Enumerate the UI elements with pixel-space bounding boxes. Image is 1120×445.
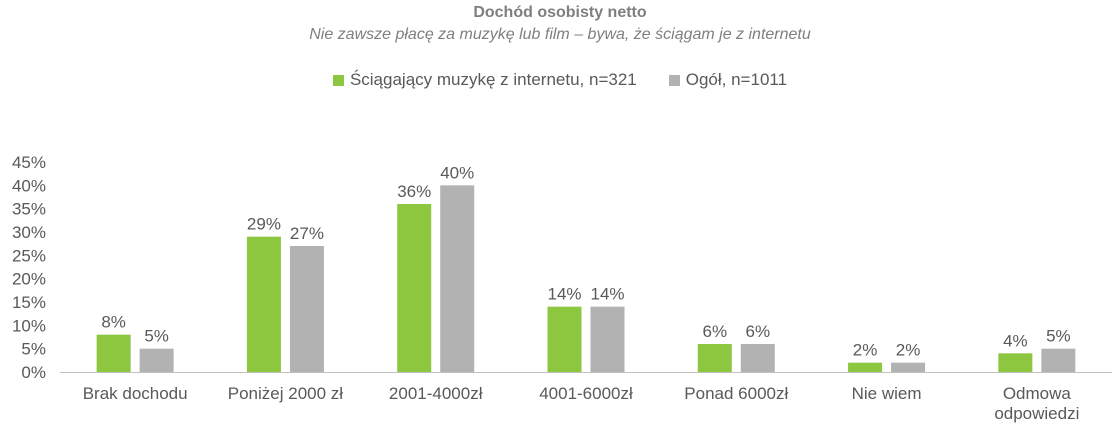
data-label: 5% xyxy=(144,327,169,346)
y-tick-label: 5% xyxy=(21,340,46,359)
data-label: 36% xyxy=(397,182,431,201)
bar-general xyxy=(139,348,174,372)
y-tick-label: 0% xyxy=(21,363,46,382)
data-label: 27% xyxy=(290,224,324,243)
x-tick-label: Odmowa xyxy=(1003,384,1072,403)
bar-general xyxy=(740,344,775,372)
bar-downloaders xyxy=(998,353,1033,372)
data-label: 14% xyxy=(547,285,581,304)
bar-general xyxy=(440,185,475,372)
data-label: 6% xyxy=(702,322,727,341)
bar-downloaders xyxy=(246,236,281,372)
bar-general xyxy=(891,362,926,372)
legend: Ściągający muzykę z internetu, n=321 Ogó… xyxy=(0,70,1120,90)
x-tick-label: odpowiedzi xyxy=(994,404,1079,423)
legend-swatch-downloaders xyxy=(332,74,344,86)
data-label: 2% xyxy=(853,341,878,360)
x-tick-label: 2001-4000zł xyxy=(389,384,483,403)
x-tick-label: Nie wiem xyxy=(852,384,922,403)
bar-general xyxy=(590,306,625,372)
legend-label-general: Ogół, n=1011 xyxy=(685,70,788,89)
y-tick-label: 10% xyxy=(12,316,46,335)
bar-downloaders xyxy=(848,362,883,372)
y-tick-label: 25% xyxy=(12,246,46,265)
y-tick-label: 35% xyxy=(12,200,46,219)
bar-general xyxy=(1041,348,1076,372)
y-tick-label: 40% xyxy=(12,176,46,195)
legend-swatch-general xyxy=(668,74,680,86)
y-tick-label: 20% xyxy=(12,270,46,289)
y-tick-label: 15% xyxy=(12,293,46,312)
x-tick-label: Poniżej 2000 zł xyxy=(228,384,344,403)
chart-title: Dochód osobisty netto xyxy=(473,4,647,21)
y-tick-label: 45% xyxy=(12,153,46,172)
x-tick-label: Brak dochodu xyxy=(83,384,188,403)
data-label: 40% xyxy=(440,163,474,182)
bar-downloaders xyxy=(547,306,582,372)
legend-item-downloaders: Ściągający muzykę z internetu, n=321 xyxy=(332,70,637,90)
data-label: 6% xyxy=(745,322,770,341)
legend-label-downloaders: Ściągający muzykę z internetu, n=321 xyxy=(349,70,637,89)
data-label: 4% xyxy=(1003,331,1028,350)
data-label: 14% xyxy=(590,285,624,304)
data-label: 29% xyxy=(247,215,281,234)
x-tick-label: Ponad 6000zł xyxy=(684,384,788,403)
bar-general xyxy=(289,246,324,372)
legend-item-general: Ogół, n=1011 xyxy=(668,70,788,90)
data-label: 5% xyxy=(1046,327,1071,346)
data-label: 8% xyxy=(101,313,126,332)
chart-subtitle: Nie zawsze płacę za muzykę lub film – by… xyxy=(309,26,811,43)
bar-downloaders xyxy=(697,344,732,372)
data-label: 2% xyxy=(896,341,921,360)
y-tick-label: 30% xyxy=(12,223,46,242)
bar-downloaders xyxy=(397,204,432,372)
x-tick-label: 4001-6000zł xyxy=(539,384,633,403)
bar-downloaders xyxy=(96,334,131,372)
